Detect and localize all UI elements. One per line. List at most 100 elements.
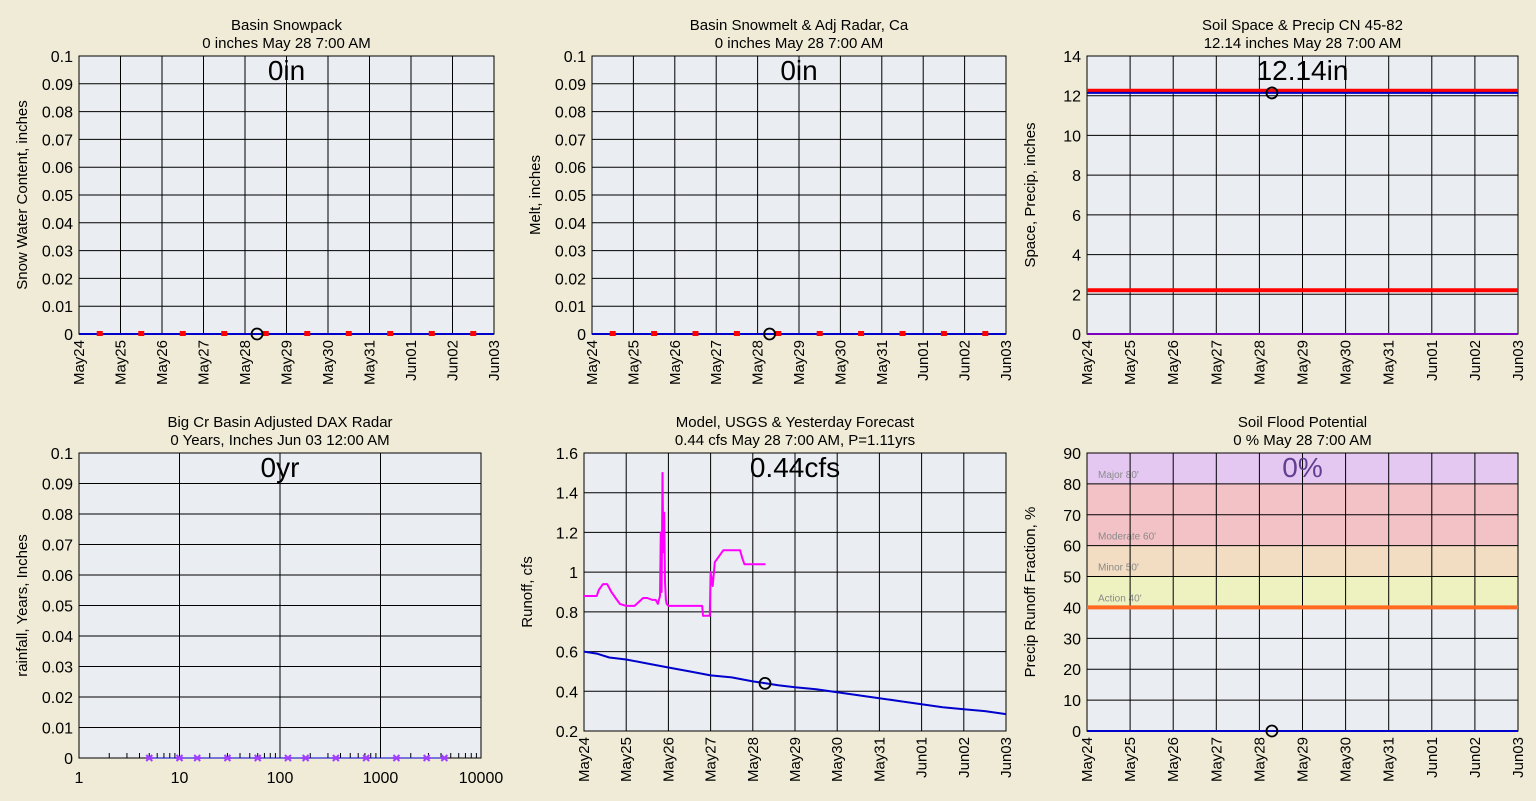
x-tick-label: Jun01 bbox=[914, 737, 931, 778]
x-tick-label: Jun02 bbox=[1467, 340, 1484, 381]
y-tick-label: 1 bbox=[569, 565, 578, 582]
chart-title: Basin Snowmelt & Adj Radar, Ca bbox=[690, 17, 909, 34]
big-value-label: 12.14in bbox=[1257, 55, 1349, 86]
x-tick-label: May29 bbox=[1295, 340, 1312, 385]
y-tick-label: 1.4 bbox=[556, 486, 578, 503]
y-tick-label: 0.03 bbox=[42, 244, 73, 261]
x-tick-label: May25 bbox=[113, 340, 130, 385]
data-point bbox=[345, 331, 352, 336]
data-point bbox=[253, 754, 262, 762]
x-tick-label: May28 bbox=[237, 340, 254, 385]
data-point bbox=[651, 331, 658, 336]
chart-subtitle: 0 Years, Inches Jun 03 12:00 AM bbox=[170, 432, 389, 449]
x-tick-label: May29 bbox=[1295, 737, 1312, 782]
current-value-marker bbox=[250, 327, 264, 341]
snowmelt-chart: 0 0.01 0.02 0.03 0.04 0.05 0.06 0.07 0.08 0.09 0.1… bbox=[527, 17, 1015, 385]
x-tick-label: Jun03 bbox=[998, 340, 1015, 381]
x-tick-label: May30 bbox=[320, 340, 337, 385]
y-tick-label: 0.4 bbox=[556, 684, 578, 701]
y-tick-label: 0.05 bbox=[42, 599, 73, 616]
y-tick-label: 60 bbox=[1063, 539, 1081, 556]
data-point bbox=[193, 754, 202, 762]
x-tick-label: May24 bbox=[71, 340, 88, 385]
current-value-marker bbox=[1265, 724, 1279, 738]
y-tick-label: 0.07 bbox=[42, 538, 73, 555]
x-tick-label: May25 bbox=[1122, 737, 1139, 782]
data-point bbox=[145, 754, 154, 762]
data-point bbox=[301, 754, 310, 762]
chart-subtitle: 12.14 inches May 28 7:00 AM bbox=[1204, 35, 1402, 52]
y-tick-label: 0.03 bbox=[555, 244, 586, 261]
x-tick-label: May31 bbox=[874, 340, 891, 385]
big-value-label: 0in bbox=[780, 55, 817, 86]
x-tick-label: 1000 bbox=[363, 770, 399, 787]
x-tick-label: May27 bbox=[703, 737, 720, 782]
y-tick-label: 0.09 bbox=[42, 77, 73, 94]
x-tick-label: May26 bbox=[667, 340, 684, 385]
y-tick-label: 8 bbox=[1072, 168, 1081, 185]
x-tick-label: May27 bbox=[708, 340, 725, 385]
y-tick-label: 2 bbox=[1072, 287, 1081, 304]
y-tick-label: 0 bbox=[577, 327, 586, 344]
data-point bbox=[179, 331, 186, 336]
y-tick-label: 30 bbox=[1063, 631, 1081, 648]
plot-border bbox=[583, 452, 1007, 732]
y-tick-label: 0 bbox=[64, 751, 73, 768]
x-tick-label: May26 bbox=[154, 340, 171, 385]
data-point bbox=[422, 754, 431, 762]
y-tick-label: 0.8 bbox=[556, 605, 578, 622]
data-point bbox=[470, 331, 477, 336]
series-line bbox=[584, 471, 766, 617]
x-tick-label: May27 bbox=[196, 340, 213, 385]
chart-title: Soil Flood Potential bbox=[1238, 414, 1367, 431]
x-tick-label: May25 bbox=[1122, 340, 1139, 385]
x-tick-label: Jun03 bbox=[1510, 737, 1527, 778]
x-tick-label: Jun01 bbox=[915, 340, 932, 381]
y-tick-label: 0.04 bbox=[42, 216, 73, 233]
y-axis-label: rainfall, Years, Inches bbox=[14, 534, 31, 677]
series-line bbox=[583, 650, 1007, 716]
x-tick-label: May29 bbox=[791, 340, 808, 385]
y-tick-label: 0.06 bbox=[42, 160, 73, 177]
current-value-marker bbox=[763, 327, 777, 341]
y-tick-label: 0.05 bbox=[555, 188, 586, 205]
x-tick-label: Jun01 bbox=[1424, 737, 1441, 778]
x-tick-label: Jun02 bbox=[1467, 737, 1484, 778]
y-tick-label: 0.05 bbox=[42, 188, 73, 205]
y-tick-label: 14 bbox=[1063, 49, 1081, 66]
y-tick-label: 6 bbox=[1072, 208, 1081, 225]
y-axis-label: Precip Runoff Fraction, % bbox=[1022, 507, 1039, 678]
data-point bbox=[175, 754, 184, 762]
chart-title: Model, USGS & Yesterday Forecast bbox=[676, 414, 915, 431]
data-point bbox=[733, 331, 740, 336]
y-tick-label: 0.09 bbox=[42, 477, 73, 494]
x-tick-label: May30 bbox=[832, 340, 849, 385]
threshold-band-label: Major 80' bbox=[1098, 470, 1139, 481]
data-point bbox=[899, 331, 906, 336]
y-tick-label: 0.08 bbox=[42, 105, 73, 122]
y-tick-label: 0.02 bbox=[42, 690, 73, 707]
flood-chart: Major 80' Moderate 60' Minor 50' Action 40'… bbox=[1022, 414, 1527, 782]
x-tick-label: May28 bbox=[745, 737, 762, 782]
threshold-band-label: Minor 50' bbox=[1098, 563, 1139, 574]
x-tick-label: May27 bbox=[1208, 737, 1225, 782]
data-point bbox=[362, 754, 371, 762]
y-tick-label: 0.01 bbox=[42, 299, 73, 316]
y-tick-label: 70 bbox=[1063, 508, 1081, 525]
data-point bbox=[331, 754, 340, 762]
y-tick-label: 20 bbox=[1063, 662, 1081, 679]
x-tick-label: May26 bbox=[1165, 737, 1182, 782]
soilspace-chart: 0 2 4 6 8 10 12 14 May24 May25 May26 May27 May28 May2… bbox=[1022, 17, 1527, 385]
y-axis-label: Snow Water Content, inches bbox=[14, 100, 31, 290]
data-point bbox=[221, 331, 228, 336]
x-tick-label: Jun02 bbox=[956, 737, 973, 778]
big-value-label: 0yr bbox=[261, 452, 300, 483]
chart-subtitle: 0 % May 28 7:00 AM bbox=[1233, 432, 1371, 449]
runoff-chart: 0.2 0.4 0.6 0.8 1 1.2 1.4 1.6 May24 May25 May26 May… bbox=[519, 414, 1015, 782]
y-tick-label: 40 bbox=[1063, 600, 1081, 617]
chart-title: Big Cr Basin Adjusted DAX Radar bbox=[167, 414, 392, 431]
x-tick-label: May27 bbox=[1208, 340, 1225, 385]
x-tick-label: May29 bbox=[279, 340, 296, 385]
x-tick-label: May31 bbox=[1381, 737, 1398, 782]
x-tick-label: May24 bbox=[1079, 737, 1096, 782]
